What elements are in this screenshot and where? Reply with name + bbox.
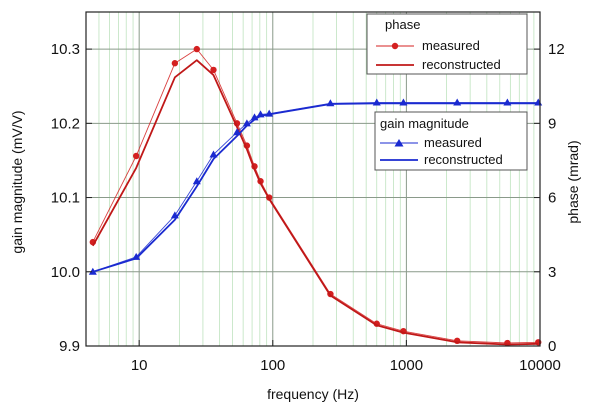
y-left-tick-label: 10.1 (51, 190, 80, 207)
x-tick-label: 100 (260, 357, 285, 374)
x-tick-label: 10000 (519, 357, 561, 374)
phase-measured-point (132, 152, 140, 160)
gain-measured-point (453, 98, 462, 106)
y-left-tick-label: 9.9 (59, 338, 80, 355)
legend-gain-measured-marker (394, 139, 404, 147)
phase-reconstructed-line (92, 59, 539, 346)
legend-phase-reconstructed-label: reconstructed (422, 57, 501, 72)
legend-phase-measured-marker (391, 42, 399, 50)
y-right-tick-label: 6 (548, 190, 556, 207)
legend-gain: gain magnitude measured reconstructed (374, 111, 528, 171)
y-left-tick-label: 10.2 (51, 115, 80, 132)
legend-phase-title: phase (385, 17, 420, 32)
y-right-tick-label: 0 (548, 338, 556, 355)
phase-measured-line (92, 48, 539, 344)
gain-measured-point (209, 150, 218, 158)
phase-measured-point (193, 45, 201, 53)
x-axis-label: frequency (Hz) (267, 386, 359, 402)
y-left-tick-label: 10.3 (51, 41, 80, 58)
phase-measured-point (171, 60, 179, 67)
y-axis-left-label: gain magnitude (mV/V) (9, 110, 25, 253)
gain-measured-point (372, 98, 381, 106)
gain-reconstructed-line (92, 102, 539, 273)
legend-phase-measured-label: measured (422, 38, 480, 53)
legend-gain-title: gain magnitude (380, 116, 469, 131)
legend-phase: phase measured reconstructed (366, 13, 528, 75)
y-left-tick-label: 10.0 (51, 264, 80, 281)
series-layer (88, 45, 543, 347)
gain-measured-point (534, 98, 543, 106)
y-right-tick-label: 12 (548, 41, 565, 58)
y-right-tick-label: 3 (548, 264, 556, 281)
phase-measured-point (210, 66, 217, 74)
ticks: 10 100 1000 10000 9.9 10.0 10.1 10.2 10.3 0 3 6 9 12 (51, 41, 565, 374)
y-axis-right-label: phase (mrad) (565, 140, 581, 223)
x-tick-label: 1000 (390, 357, 423, 374)
x-tick-label: 10 (131, 357, 148, 374)
plot-frame (85, 11, 541, 347)
y-right-tick-label: 9 (548, 115, 556, 132)
legend-gain-measured-label: measured (424, 135, 482, 150)
legend-gain-reconstructed-label: reconstructed (424, 152, 503, 167)
